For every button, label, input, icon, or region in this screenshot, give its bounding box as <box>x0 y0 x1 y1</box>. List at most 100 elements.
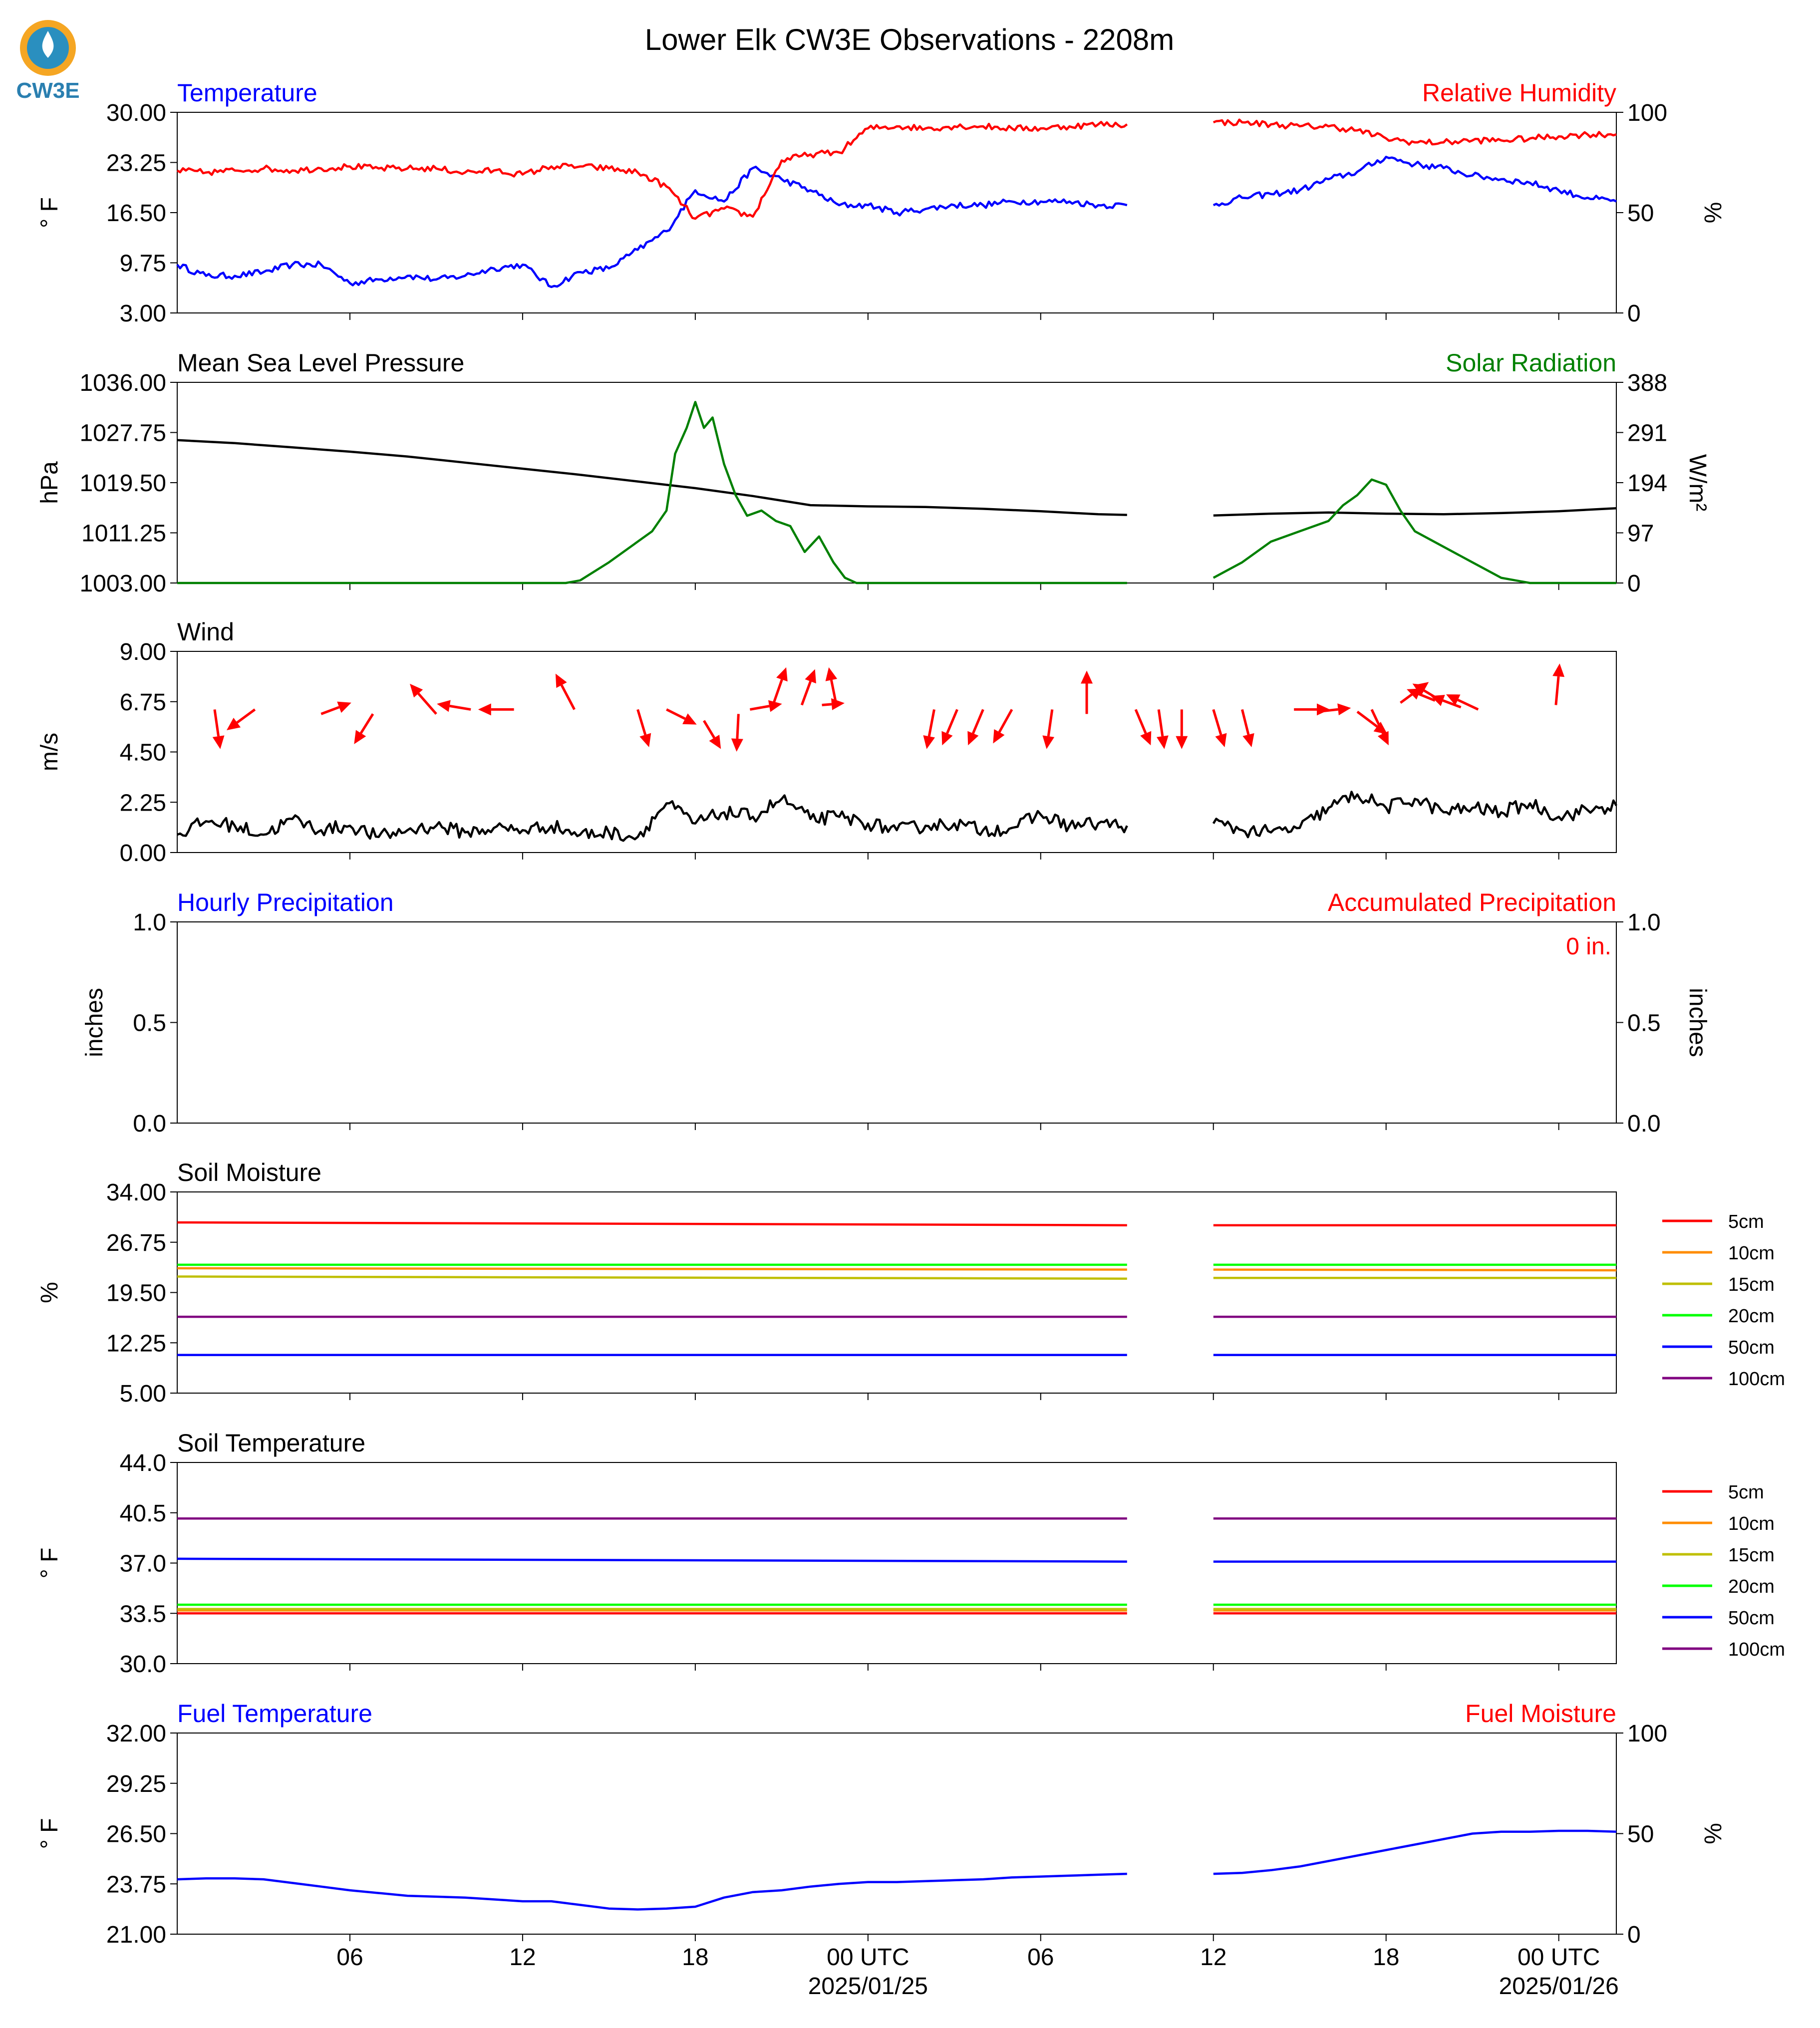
panel-right-title: Fuel Moisture <box>1465 1700 1616 1728</box>
right-axis-tick-label: 291 <box>1627 420 1667 447</box>
left-axis-tick-label: 5.00 <box>120 1381 166 1407</box>
left-axis-tick-label: 21.00 <box>106 1922 166 1948</box>
legend-label: 50cm <box>1728 1337 1775 1358</box>
series-line-5cm <box>177 1221 1127 1226</box>
x-axis-tick-label: 06 <box>336 1944 363 1971</box>
x-axis-date-label: 2025/01/25 <box>808 1973 928 2000</box>
right-axis-tick-label: 50 <box>1627 1821 1654 1848</box>
x-axis-tick-label: 12 <box>1200 1944 1226 1971</box>
series-line-solar-radiation <box>177 401 1127 584</box>
wind-arrow <box>437 700 471 712</box>
panel-precipitation: Hourly Precipitation Accumulated Precipit… <box>81 888 1711 1137</box>
wind-arrow <box>941 709 958 746</box>
wind-arrow <box>1176 709 1188 749</box>
legend-label: 20cm <box>1728 1306 1775 1327</box>
series-line-mean-sea-level-pressure <box>177 439 1127 516</box>
left-axis-tick-label: 26.50 <box>106 1821 166 1848</box>
panel-soil_temperature: Soil Temperature 30.0 33.5 37.0 40.5 44.0 ° F 5… <box>36 1429 1785 1678</box>
x-axis-date-label: 2025/01/26 <box>1499 1973 1619 2000</box>
panel-left-title: Soil Temperature <box>177 1429 365 1457</box>
wind-arrow <box>967 709 984 746</box>
left-axis-label: inches <box>81 988 108 1057</box>
wind-arrow <box>1240 709 1254 748</box>
accumulated-total-label: 0 in. <box>1566 933 1611 960</box>
left-axis-tick-label: 1019.50 <box>79 470 166 497</box>
series-line-fuel-temperature <box>1213 1829 1617 1875</box>
left-axis-tick-label: 12.25 <box>106 1330 166 1357</box>
legend-label: 20cm <box>1728 1576 1775 1597</box>
wind-arrow <box>1317 703 1351 716</box>
right-axis-tick-label: 388 <box>1627 370 1667 396</box>
x-axis-tick-label: 18 <box>682 1944 708 1971</box>
wind-arrow <box>1212 709 1227 748</box>
left-axis-tick-label: 1003.00 <box>79 571 166 597</box>
x-axis-tick-label: 00 UTC <box>1517 1944 1600 1971</box>
right-axis-label: % <box>1699 202 1726 224</box>
wind-arrow <box>478 703 514 716</box>
wind-arrow <box>1081 670 1093 714</box>
wind-arrow <box>923 709 935 749</box>
left-axis-tick-label: 16.50 <box>106 200 166 227</box>
wind-arrow <box>825 667 838 705</box>
series-line-50cm <box>177 1557 1127 1563</box>
series-line-15cm <box>177 1275 1127 1280</box>
left-axis-tick-label: 1036.00 <box>79 370 166 396</box>
wind-arrow <box>666 708 697 725</box>
panel-right-title: Solar Radiation <box>1446 349 1616 377</box>
left-axis-tick-label: 0.0 <box>133 1111 166 1137</box>
wind-arrow <box>1134 709 1152 746</box>
left-axis-tick-label: 30.00 <box>106 100 166 126</box>
series-line-10cm <box>177 1267 1127 1271</box>
left-axis-tick-label: 2.25 <box>120 790 166 816</box>
panels: Temperature Relative Humidity 3.00 9.75 16.5… <box>36 79 1785 1948</box>
series-line-mean-sea-level-pressure <box>1213 507 1617 517</box>
right-axis-tick-label: 194 <box>1627 470 1667 497</box>
legend-soil_moisture: 5cm 10cm 15cm 20cm 50cm 100cm <box>1662 1211 1785 1390</box>
wind-arrow <box>1552 663 1565 705</box>
x-axis-tick-label: 18 <box>1373 1944 1399 1971</box>
wind-arrow <box>1042 709 1055 749</box>
right-axis-tick-label: 100 <box>1627 1721 1667 1747</box>
left-axis-tick-label: 23.25 <box>106 150 166 177</box>
left-axis-label: % <box>36 1282 63 1303</box>
legend-label: 15cm <box>1728 1274 1775 1295</box>
wind-arrow <box>1370 709 1389 746</box>
left-axis-tick-label: 3.00 <box>120 300 166 327</box>
left-axis-label: hPa <box>36 461 63 504</box>
left-axis-tick-label: 44.0 <box>120 1450 166 1476</box>
x-axis-tick-label: 12 <box>509 1944 536 1971</box>
logo-text: CW3E <box>16 78 79 103</box>
panel-right-title: Relative Humidity <box>1422 79 1616 107</box>
series-line-relative-humidity <box>176 121 1128 220</box>
left-axis-tick-label: 23.75 <box>106 1871 166 1898</box>
right-axis-tick-label: 50 <box>1627 200 1654 227</box>
left-axis-tick-label: 30.0 <box>120 1651 166 1678</box>
left-axis-tick-label: 19.50 <box>106 1280 166 1307</box>
legend-label: 15cm <box>1728 1545 1775 1566</box>
wind-arrow <box>354 713 374 744</box>
left-axis-tick-label: 6.75 <box>120 689 166 716</box>
wind-arrow <box>993 709 1013 744</box>
logo-drop-icon <box>42 31 54 58</box>
left-axis-tick-label: 1027.75 <box>79 420 166 447</box>
legend-label: 100cm <box>1728 1639 1785 1660</box>
legend-label: 5cm <box>1728 1211 1764 1232</box>
right-axis-label: inches <box>1684 988 1711 1057</box>
left-axis-tick-label: 40.5 <box>120 1500 166 1527</box>
left-axis-tick-label: 26.75 <box>106 1230 166 1256</box>
wind-arrow <box>1446 694 1479 711</box>
left-axis-label: ° F <box>36 1818 63 1849</box>
legend-label: 10cm <box>1728 1513 1775 1534</box>
wind-arrow <box>731 714 743 752</box>
wind-arrow <box>320 701 351 715</box>
wind-arrow <box>772 667 788 706</box>
wind-arrow <box>800 669 816 706</box>
wind-arrow <box>226 708 256 731</box>
right-axis-tick-label: 0 <box>1627 300 1641 327</box>
panel-left-title: Mean Sea Level Pressure <box>177 349 464 377</box>
left-axis-tick-label: 1011.25 <box>81 521 166 547</box>
legend-label: 10cm <box>1728 1243 1775 1264</box>
wind-arrow <box>749 700 782 712</box>
